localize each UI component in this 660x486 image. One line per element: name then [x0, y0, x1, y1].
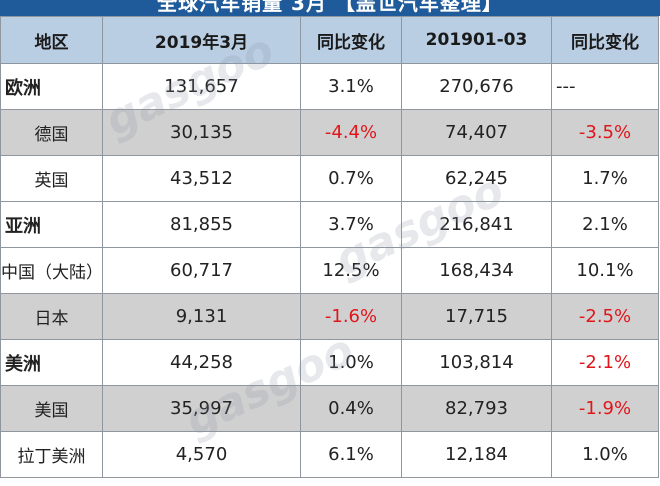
table-body: 欧洲 131,657 3.1% 270,676 --- 德国 30,135 -4.4% 74,4…: [0, 63, 659, 478]
cell-q1-sales: 17,715: [401, 293, 552, 340]
cell-march-sales: 60,717: [102, 247, 301, 294]
cell-q1-yoy: -3.5%: [551, 109, 659, 156]
cell-q1-yoy: -1.9%: [551, 385, 659, 432]
cell-march-yoy: -1.6%: [300, 293, 402, 340]
table-row: 美洲 44,258 1.0% 103,814 -2.1%: [0, 339, 659, 386]
cell-region-name: 亚洲: [0, 201, 103, 248]
cell-march-yoy: 0.4%: [300, 385, 402, 432]
cell-q1-sales: 12,184: [401, 431, 552, 478]
cell-march-sales: 4,570: [102, 431, 301, 478]
cell-march-sales: 35,997: [102, 385, 301, 432]
cell-march-sales: 30,135: [102, 109, 301, 156]
header-row: 地区 2019年3月 同比变化 201901-03 同比变化: [0, 16, 659, 64]
cell-q1-sales: 82,793: [401, 385, 552, 432]
table-row: 美国 35,997 0.4% 82,793 -1.9%: [0, 385, 659, 432]
cell-region-name: 欧洲: [0, 63, 103, 110]
cell-region-name: 英国: [0, 155, 103, 202]
cell-march-yoy: 6.1%: [300, 431, 402, 478]
title-banner: 全球汽车销量 3月 【盖世汽车整理】: [0, 0, 660, 16]
table-row: 中国（大陆） 60,717 12.5% 168,434 10.1%: [0, 247, 659, 294]
cell-march-yoy: 3.7%: [300, 201, 402, 248]
cell-march-yoy: 1.0%: [300, 339, 402, 386]
table-row: 日本 9,131 -1.6% 17,715 -2.5%: [0, 293, 659, 340]
cell-march-yoy: -4.4%: [300, 109, 402, 156]
header-q1-2019: 201901-03: [401, 16, 552, 64]
cell-q1-sales: 103,814: [401, 339, 552, 386]
cell-region-name: 德国: [0, 109, 103, 156]
table-row: 欧洲 131,657 3.1% 270,676 ---: [0, 63, 659, 110]
table-row: 德国 30,135 -4.4% 74,407 -3.5%: [0, 109, 659, 156]
cell-q1-yoy: -2.5%: [551, 293, 659, 340]
cell-march-yoy: 3.1%: [300, 63, 402, 110]
cell-march-sales: 43,512: [102, 155, 301, 202]
cell-q1-sales: 168,434: [401, 247, 552, 294]
header-march-2019: 2019年3月: [102, 16, 301, 64]
cell-march-sales: 81,855: [102, 201, 301, 248]
table-row: 亚洲 81,855 3.7% 216,841 2.1%: [0, 201, 659, 248]
cell-march-sales: 9,131: [102, 293, 301, 340]
cell-q1-yoy: -2.1%: [551, 339, 659, 386]
sales-table: 地区 2019年3月 同比变化 201901-03 同比变化 欧洲 131,657…: [0, 16, 659, 478]
cell-q1-sales: 270,676: [401, 63, 552, 110]
header-march-yoy: 同比变化: [300, 16, 402, 64]
cell-region-name: 日本: [0, 293, 103, 340]
cell-q1-yoy: 1.0%: [551, 431, 659, 478]
cell-march-sales: 44,258: [102, 339, 301, 386]
cell-region-name: 拉丁美洲: [0, 431, 103, 478]
header-region: 地区: [0, 16, 103, 64]
cell-q1-sales: 74,407: [401, 109, 552, 156]
header-q1-yoy: 同比变化: [551, 16, 659, 64]
cell-march-sales: 131,657: [102, 63, 301, 110]
cell-region-name: 中国（大陆）: [0, 247, 103, 294]
cell-region-name: 美国: [0, 385, 103, 432]
cell-q1-sales: 216,841: [401, 201, 552, 248]
cell-q1-yoy: ---: [551, 63, 659, 110]
cell-march-yoy: 12.5%: [300, 247, 402, 294]
cell-march-yoy: 0.7%: [300, 155, 402, 202]
cell-q1-yoy: 2.1%: [551, 201, 659, 248]
table-row: 拉丁美洲 4,570 6.1% 12,184 1.0%: [0, 431, 659, 478]
cell-q1-yoy: 10.1%: [551, 247, 659, 294]
table-row: 英国 43,512 0.7% 62,245 1.7%: [0, 155, 659, 202]
table-title: 全球汽车销量 3月 【盖世汽车整理】: [157, 0, 503, 15]
cell-region-name: 美洲: [0, 339, 103, 386]
cell-q1-yoy: 1.7%: [551, 155, 659, 202]
cell-q1-sales: 62,245: [401, 155, 552, 202]
